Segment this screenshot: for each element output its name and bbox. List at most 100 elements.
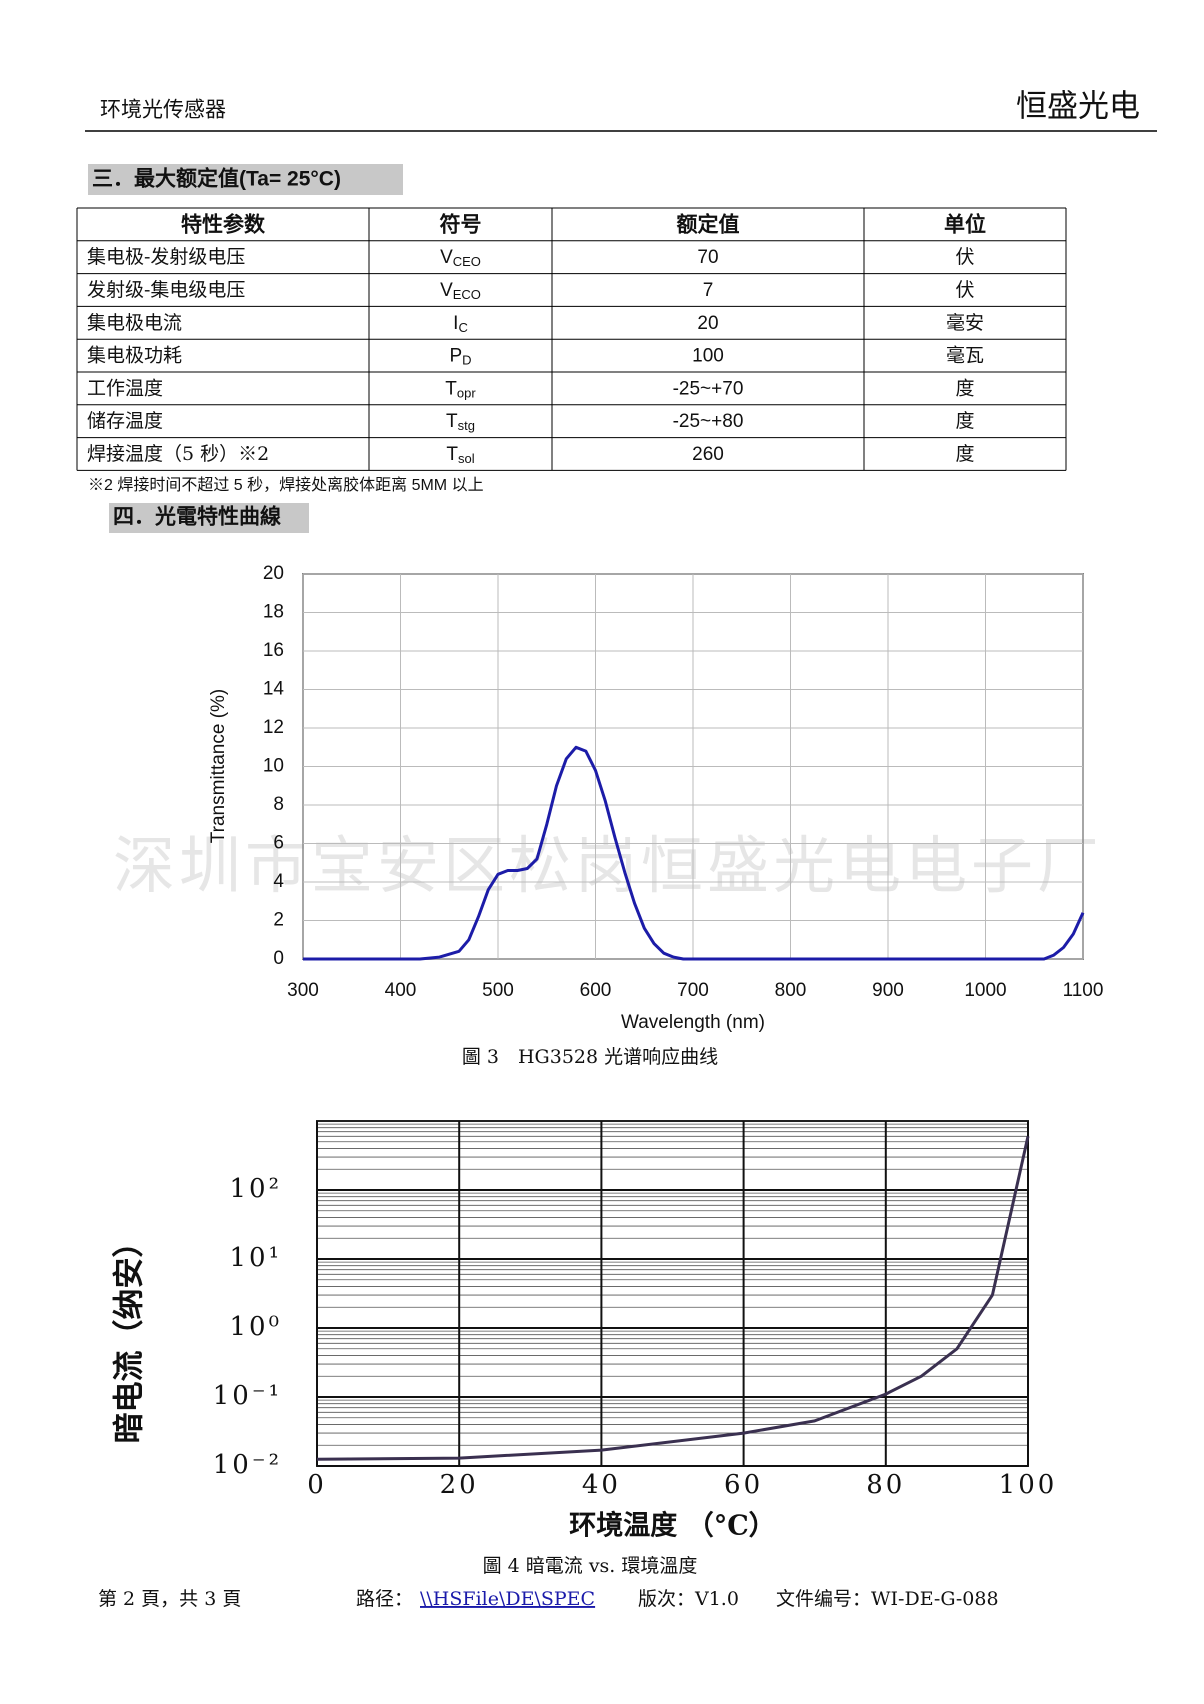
- symbol: I: [453, 313, 458, 334]
- symbol: T: [446, 444, 458, 465]
- section-bg: [88, 164, 403, 195]
- value-cell: -25~+70: [673, 378, 744, 399]
- section-bg: [109, 503, 309, 533]
- symbol: T: [446, 411, 458, 432]
- footer-version: 版次：V1.0: [638, 1588, 739, 1610]
- x-tick-label: 800: [775, 980, 807, 1001]
- symbol: V: [440, 247, 453, 268]
- column-header: 特性参数: [181, 212, 266, 236]
- x-tick-label: 100: [999, 1470, 1058, 1500]
- column-header: 单位: [944, 212, 986, 236]
- y-tick-label: 10⁰: [229, 1312, 282, 1342]
- column-header: 符号: [440, 212, 482, 236]
- header-right: 恒盛光电: [1016, 89, 1140, 125]
- y-tick-label: 16: [263, 640, 284, 661]
- figure-caption: 圖 3 HG3528 光谱响应曲线: [462, 1046, 718, 1068]
- unit-cell: 伏: [955, 246, 974, 268]
- symbol-subscript: C: [458, 320, 467, 335]
- column-header: 额定值: [677, 212, 740, 236]
- data-line: [303, 745, 1085, 961]
- unit-cell: 度: [955, 410, 974, 432]
- section-title: 四．光電特性曲線: [113, 505, 281, 529]
- y-tick-label: 4: [273, 871, 284, 892]
- x-tick-label: 0: [307, 1470, 327, 1500]
- symbol: P: [449, 346, 462, 367]
- symbol-subscript: CEO: [453, 255, 481, 270]
- header-left: 环境光传感器: [100, 98, 226, 122]
- section-title: 三．最大额定值(Ta= 25°C): [92, 167, 341, 191]
- symbol-cell: Tstg: [446, 411, 475, 433]
- unit-cell: 毫瓦: [946, 345, 984, 367]
- value-cell: 7: [703, 280, 714, 301]
- y-tick-label: 6: [273, 833, 284, 854]
- y-tick-label: 2: [273, 910, 284, 931]
- param-cell: 集电极功耗: [87, 345, 182, 367]
- x-tick-label: 500: [482, 980, 514, 1001]
- param-cell: 发射级-集电级电压: [87, 279, 245, 301]
- symbol-subscript: opr: [457, 386, 476, 401]
- param-cell: 集电极-发射级电压: [87, 246, 245, 268]
- symbol-cell: Topr: [445, 378, 476, 400]
- y-tick-label: 14: [263, 679, 285, 700]
- x-axis-label: 环境温度 （°C）: [569, 1510, 775, 1542]
- x-tick-label: 900: [872, 980, 904, 1001]
- unit-cell: 伏: [955, 279, 974, 301]
- x-tick-label: 400: [385, 980, 417, 1001]
- note: ※2 焊接时间不超过 5 秒，焊接处离胶体距离 5MM 以上: [88, 476, 484, 494]
- param-cell: 储存温度: [87, 410, 163, 432]
- symbol-subscript: D: [462, 353, 471, 368]
- x-tick-label: 1000: [964, 980, 1006, 1001]
- unit-cell: 度: [955, 377, 974, 399]
- y-tick-label: 8: [273, 794, 284, 815]
- y-tick-label: 10¹: [229, 1243, 282, 1273]
- x-tick-label: 600: [580, 980, 612, 1001]
- symbol: V: [440, 280, 453, 301]
- footer-path-link[interactable]: \\HSFile\DE\SPEC: [420, 1588, 595, 1610]
- symbol-cell: PD: [449, 346, 471, 368]
- x-tick-label: 60: [724, 1470, 763, 1500]
- value-cell: 70: [697, 247, 718, 268]
- footer: 第 2 頁，共 3 頁 路径： \\HSFile\DE\SPEC 版次：V1.0…: [98, 1588, 999, 1610]
- symbol-cell: VECO: [440, 280, 481, 302]
- x-tick-label: 1100: [1063, 980, 1104, 1001]
- y-tick-label: 10: [263, 756, 284, 777]
- footer-page: 第 2 頁，共 3 頁: [98, 1588, 241, 1610]
- symbol-subscript: stg: [458, 419, 475, 434]
- symbol-cell: IC: [453, 313, 468, 335]
- x-axis-label: Wavelength (nm): [621, 1012, 765, 1033]
- watermark: 深圳市宝安区松岗恒盛光电电子厂: [113, 829, 1103, 902]
- param-cell: 焊接温度（5 秒）※2: [87, 443, 269, 465]
- y-axis-label: 暗电流（纳安）: [112, 1227, 148, 1444]
- symbol-cell: Tsol: [446, 444, 474, 466]
- x-tick-label: 700: [677, 980, 709, 1001]
- y-tick-label: 10⁻¹: [213, 1381, 282, 1411]
- unit-cell: 毫安: [946, 312, 984, 334]
- value-cell: 260: [692, 444, 724, 465]
- footer-doc-no: 文件编号：WI-DE-G-088: [776, 1588, 999, 1610]
- x-tick-label: 300: [287, 980, 319, 1001]
- y-tick-label: 10²: [229, 1174, 282, 1204]
- value-cell: -25~+80: [673, 411, 744, 432]
- symbol-subscript: ECO: [453, 287, 481, 302]
- symbol-cell: VCEO: [440, 247, 481, 269]
- plot-frame: [316, 1120, 1029, 1467]
- x-tick-label: 20: [440, 1470, 479, 1500]
- value-cell: 100: [692, 346, 724, 367]
- unit-cell: 度: [955, 443, 974, 465]
- footer-path-label: 路径：: [356, 1588, 413, 1610]
- symbol: T: [445, 378, 457, 399]
- param-cell: 工作温度: [87, 377, 163, 399]
- data-line: [316, 1135, 1030, 1461]
- y-tick-label: 20: [263, 563, 284, 584]
- y-tick-label: 0: [273, 948, 284, 969]
- y-axis-label: Transmittance (%): [208, 689, 229, 844]
- value-cell: 20: [697, 313, 718, 334]
- symbol-subscript: sol: [458, 451, 475, 466]
- param-cell: 集电极电流: [87, 312, 182, 334]
- y-tick-label: 18: [263, 602, 284, 623]
- x-tick-label: 40: [582, 1470, 621, 1500]
- figure-caption: 圖 4 暗電流 vs. 環境溫度: [483, 1555, 698, 1577]
- y-tick-label: 12: [263, 717, 284, 738]
